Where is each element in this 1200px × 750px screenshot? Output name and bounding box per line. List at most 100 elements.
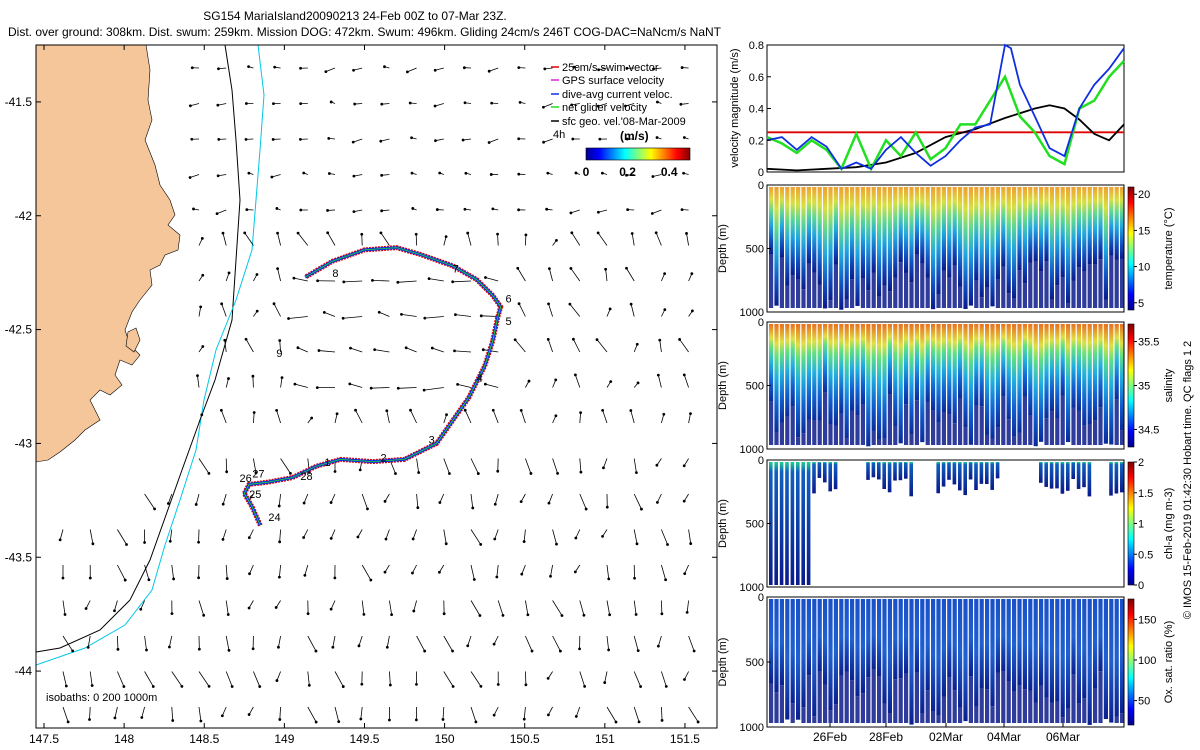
profile-column xyxy=(817,187,822,285)
profile-column-deep xyxy=(1033,260,1038,308)
geo-vector xyxy=(661,671,667,687)
geo-vector-head xyxy=(333,470,337,473)
profile-column xyxy=(882,599,887,704)
geo-vector-head xyxy=(61,576,65,580)
profile-column xyxy=(979,187,984,298)
profile-column-deep xyxy=(990,706,995,723)
profile-column xyxy=(877,324,882,440)
velocity-series-line xyxy=(766,43,1125,170)
geo-vector xyxy=(62,635,73,652)
geo-vector-head xyxy=(380,173,384,177)
geo-vector xyxy=(277,233,281,246)
profile-column xyxy=(914,187,919,255)
geo-vector xyxy=(598,103,608,107)
profile-column-deep xyxy=(801,289,806,308)
profile-column-deep xyxy=(1039,271,1044,308)
map-frame xyxy=(35,44,718,729)
geo-vector-head xyxy=(637,720,641,724)
geo-vector-head xyxy=(271,138,275,141)
geo-vector-head xyxy=(598,137,602,141)
geo-vector xyxy=(59,529,64,540)
profile-column xyxy=(1114,187,1119,260)
profile-column xyxy=(920,324,925,443)
geo-vector-head xyxy=(272,102,275,106)
colorbar-tick-label: 35 xyxy=(1138,381,1150,393)
geo-vector-head xyxy=(225,470,229,474)
geo-vector-head xyxy=(451,685,455,688)
profile-column xyxy=(796,462,800,585)
geo-vector xyxy=(297,347,308,353)
map-xtick-label: 149.5 xyxy=(349,732,379,746)
geo-vector xyxy=(552,600,563,616)
section-ytick-label: 500 xyxy=(746,657,764,669)
geo-vector-head xyxy=(359,717,363,721)
geo-vector-head xyxy=(690,272,694,276)
geo-vector-head xyxy=(275,679,279,682)
profile-column-deep xyxy=(790,703,795,723)
profile-column-deep xyxy=(995,279,1000,308)
geo-vector-head xyxy=(394,472,397,475)
profile-column xyxy=(974,187,979,281)
geo-vector xyxy=(343,316,363,319)
velocity-series-line xyxy=(766,60,1125,172)
profile-column xyxy=(936,324,941,423)
geo-vector xyxy=(278,564,281,578)
isobath-1000 xyxy=(36,45,265,666)
geo-vector-head xyxy=(188,176,192,179)
profile-column xyxy=(779,324,784,423)
geo-vector-head xyxy=(417,471,421,474)
profile-column xyxy=(952,599,957,691)
geo-vector-head xyxy=(197,540,200,544)
colorbar-tick-label: 0 xyxy=(1138,580,1144,592)
profile-column-deep xyxy=(1012,691,1017,723)
geo-vector-head xyxy=(91,542,95,546)
geo-vector-head xyxy=(489,173,493,176)
profile-column xyxy=(1076,187,1081,268)
geo-vector xyxy=(389,600,393,615)
profile-column xyxy=(779,187,784,258)
profile-column xyxy=(823,187,828,309)
map-xtick-label: 148 xyxy=(114,732,134,746)
profile-column-deep xyxy=(974,706,979,723)
geo-vector xyxy=(598,67,608,71)
tasmania-land xyxy=(36,45,181,463)
geo-vector-head xyxy=(547,501,551,505)
geo-vector-head xyxy=(491,408,495,412)
geo-vector-head xyxy=(609,380,613,383)
profile-column xyxy=(1109,462,1113,496)
geo-vector-head xyxy=(640,507,643,511)
profile-column xyxy=(1098,187,1103,260)
geo-vector xyxy=(62,600,66,615)
geo-vector xyxy=(606,564,610,579)
profile-column-deep xyxy=(1071,674,1076,723)
geo-vector xyxy=(686,600,689,613)
geo-vector xyxy=(294,383,308,388)
profile-column-deep xyxy=(779,422,784,445)
geo-vector xyxy=(276,671,281,681)
geo-vector xyxy=(633,635,639,651)
geo-vector xyxy=(216,209,227,215)
geo-vector xyxy=(443,458,450,474)
geo-vector-head xyxy=(278,718,282,721)
geo-vector xyxy=(357,529,363,538)
profile-column xyxy=(1017,187,1022,271)
colorbar-tick-label: 50 xyxy=(1138,696,1150,708)
geo-vector xyxy=(386,635,390,648)
geo-vector-head xyxy=(277,575,281,579)
profile-column-deep xyxy=(844,299,849,308)
geo-vector-head xyxy=(276,231,279,235)
geo-vector-head xyxy=(547,302,550,306)
geo-vector-head xyxy=(463,207,467,211)
profile-column xyxy=(898,462,903,481)
geo-vector-head xyxy=(448,472,451,475)
geo-vector-head xyxy=(123,578,127,582)
geo-vector-head xyxy=(546,676,550,680)
geo-vector-head xyxy=(289,472,292,475)
maria-island xyxy=(125,327,141,353)
geo-vector-head xyxy=(113,716,117,720)
geo-vector-head xyxy=(596,104,600,108)
geo-vector-head xyxy=(306,612,310,616)
profile-column-deep xyxy=(1093,420,1098,445)
geo-vector xyxy=(225,272,230,282)
geo-vector xyxy=(325,67,336,72)
